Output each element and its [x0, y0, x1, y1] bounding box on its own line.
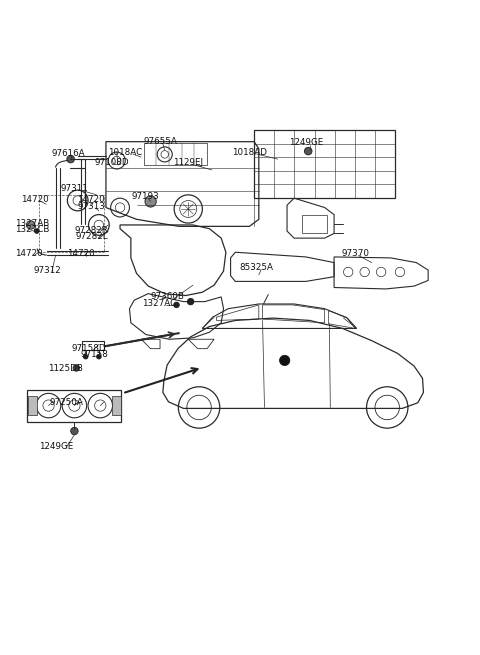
Text: 97312: 97312 — [33, 266, 61, 274]
Text: 1018AC: 1018AC — [108, 147, 142, 157]
Text: 97158D: 97158D — [71, 344, 106, 352]
Polygon shape — [28, 396, 37, 415]
Text: 14720: 14720 — [22, 195, 49, 204]
Text: 1249GE: 1249GE — [39, 441, 73, 451]
Text: 97158: 97158 — [80, 350, 108, 359]
Text: 97282L: 97282L — [75, 233, 108, 241]
Text: 14720: 14720 — [76, 195, 104, 204]
Text: 97282R: 97282R — [75, 226, 109, 235]
Text: 85325A: 85325A — [240, 263, 274, 272]
Text: 97250A: 97250A — [49, 398, 83, 407]
Circle shape — [71, 427, 78, 435]
Text: 1327AC: 1327AC — [142, 299, 176, 308]
Circle shape — [145, 196, 156, 207]
Text: 1018AD: 1018AD — [232, 147, 267, 157]
Polygon shape — [112, 396, 120, 415]
Circle shape — [174, 302, 180, 308]
Text: 1327AB: 1327AB — [15, 219, 49, 227]
Circle shape — [73, 365, 80, 371]
Text: 97108D: 97108D — [95, 158, 130, 167]
Text: 97370: 97370 — [341, 249, 369, 258]
Text: 1129EJ: 1129EJ — [173, 158, 203, 167]
Text: 97616A: 97616A — [51, 149, 85, 158]
Text: 97313: 97313 — [78, 202, 106, 211]
Circle shape — [279, 355, 290, 365]
Text: 14720: 14720 — [67, 249, 95, 258]
Circle shape — [26, 221, 35, 229]
Text: 97655A: 97655A — [143, 137, 177, 146]
Circle shape — [187, 298, 194, 305]
Text: 97360B: 97360B — [150, 292, 184, 301]
Text: 14720: 14720 — [15, 249, 43, 258]
Circle shape — [35, 229, 39, 233]
Text: 1249GE: 1249GE — [289, 138, 323, 147]
Text: 97193: 97193 — [131, 192, 159, 201]
Text: 1327CB: 1327CB — [15, 225, 49, 234]
Circle shape — [96, 354, 101, 359]
Text: 1125DB: 1125DB — [48, 364, 84, 373]
Circle shape — [84, 354, 88, 359]
Circle shape — [67, 155, 74, 163]
Text: 97311: 97311 — [60, 184, 88, 193]
Circle shape — [304, 147, 312, 155]
